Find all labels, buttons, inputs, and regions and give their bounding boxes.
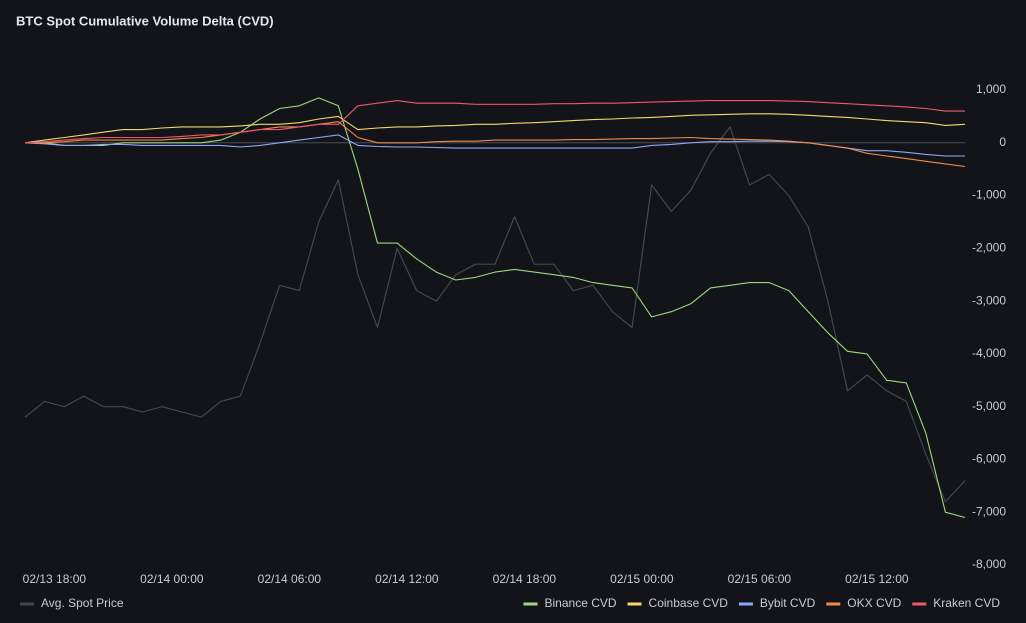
x-tick-label: 02/14 12:00	[375, 572, 439, 586]
y-tick-label: -8,000	[972, 557, 1006, 571]
series-line	[24, 134, 965, 157]
legend-label: Binance CVD	[545, 596, 617, 610]
x-tick-label: 02/14 00:00	[140, 572, 204, 586]
y-tick-label: 1,000	[976, 82, 1006, 96]
legend-label: Avg. Spot Price	[41, 596, 124, 610]
x-tick-label: 02/14 06:00	[258, 572, 322, 586]
x-tick-label: 02/15 06:00	[728, 572, 792, 586]
y-tick-label: -1,000	[972, 188, 1006, 202]
x-tick-label: 02/15 12:00	[845, 572, 909, 586]
series-line	[25, 97, 966, 519]
series-line	[24, 100, 965, 144]
x-tick-label: 02/15 00:00	[610, 572, 674, 586]
series-line	[24, 126, 966, 503]
legend-label: Bybit CVD	[760, 596, 816, 610]
y-tick-label: -7,000	[972, 504, 1006, 518]
legend-label: OKX CVD	[847, 596, 901, 610]
legend-label: Kraken CVD	[933, 596, 1000, 610]
y-tick-label: -3,000	[972, 293, 1006, 307]
y-tick-label: -2,000	[972, 241, 1006, 255]
y-tick-label: -6,000	[972, 452, 1006, 466]
x-tick-label: 02/13 18:00	[23, 572, 87, 586]
y-tick-label: 0	[999, 135, 1006, 149]
chart-title: BTC Spot Cumulative Volume Delta (CVD)	[16, 13, 274, 28]
series-line	[24, 113, 966, 144]
y-tick-label: -4,000	[972, 346, 1006, 360]
legend-label: Coinbase CVD	[649, 596, 729, 610]
x-tick-label: 02/14 18:00	[493, 572, 557, 586]
y-tick-label: -5,000	[972, 399, 1006, 413]
series-line	[25, 121, 966, 168]
